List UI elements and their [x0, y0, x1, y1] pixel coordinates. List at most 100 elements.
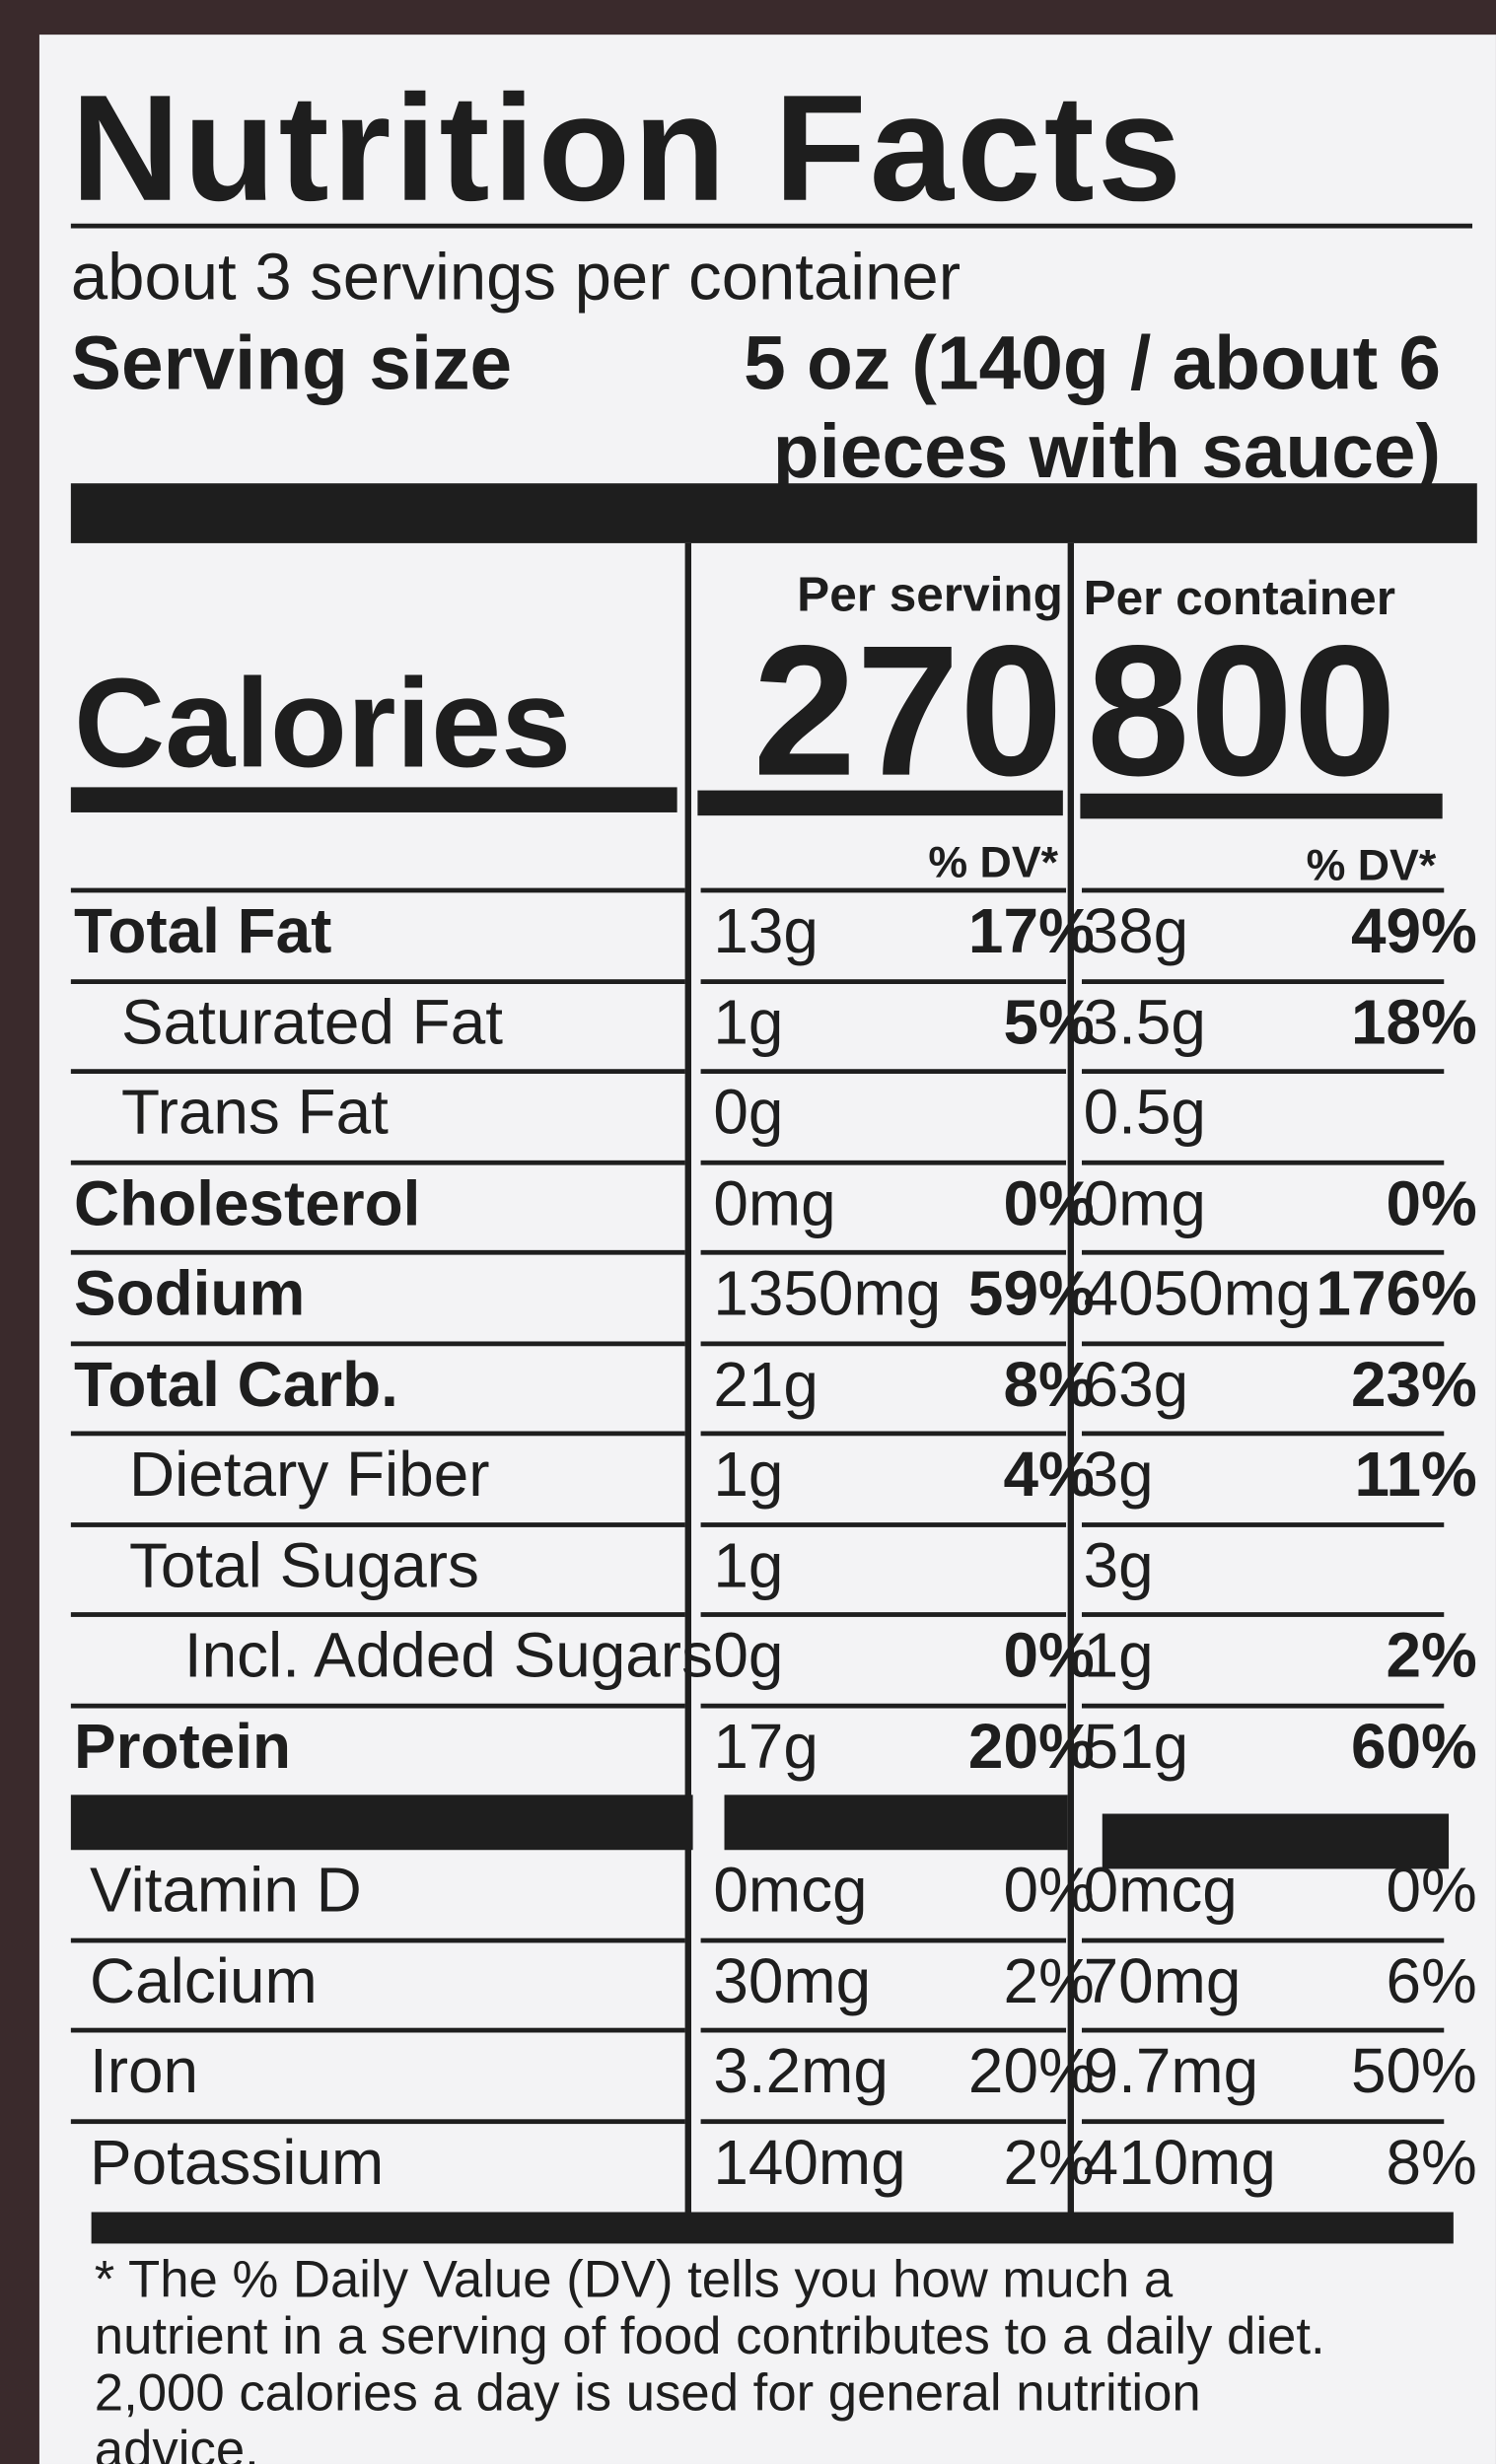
- daily-value: 49%: [1350, 897, 1477, 967]
- amount: 140mg: [713, 2128, 906, 2198]
- amount: 1g: [713, 987, 784, 1058]
- rule: [70, 1521, 685, 1527]
- nutrient-name: Total Carb.: [74, 1350, 398, 1420]
- daily-value: 0%: [1003, 1621, 1095, 1691]
- daily-value: 8%: [1003, 1350, 1095, 1420]
- nutrient-name: Calcium: [90, 1946, 318, 2016]
- rule: [70, 978, 685, 984]
- amount: 0.5g: [1083, 1078, 1206, 1149]
- column-divider: [684, 542, 691, 2218]
- nutrient-name: Protein: [74, 1712, 292, 1782]
- nutrient-name: Total Fat: [74, 897, 332, 967]
- daily-value: 5%: [1003, 987, 1095, 1058]
- amount: 3.2mg: [713, 2037, 889, 2107]
- rule: [700, 2027, 1067, 2033]
- rule: [700, 1069, 1067, 1075]
- amount: 70mg: [1083, 1946, 1242, 2016]
- daily-value: 50%: [1350, 2037, 1477, 2107]
- daily-value: 4%: [1003, 1441, 1095, 1511]
- rule: [70, 223, 1473, 229]
- rule: [700, 1936, 1067, 1942]
- column-divider: [1067, 542, 1075, 2218]
- thick-bar: [697, 790, 1063, 816]
- rule: [70, 1936, 685, 1942]
- daily-value: 8%: [1386, 2128, 1477, 2198]
- rule: [700, 1702, 1067, 1708]
- rule: [700, 1340, 1067, 1346]
- nutrient-name: Sodium: [74, 1259, 306, 1329]
- rule: [70, 1069, 685, 1075]
- rule: [700, 1612, 1067, 1617]
- rule: [1082, 1069, 1445, 1075]
- amount: 0mcg: [1083, 1856, 1238, 1926]
- nutrient-name: Total Sugars: [128, 1530, 479, 1601]
- daily-value: 11%: [1354, 1441, 1477, 1511]
- daily-value: 0%: [1386, 1168, 1477, 1238]
- rule: [1082, 1160, 1445, 1164]
- calories-value: 270: [752, 607, 1063, 816]
- rule: [1082, 1936, 1445, 1942]
- rule: [70, 1249, 685, 1255]
- daily-value: 20%: [967, 2037, 1095, 2107]
- thick-bar: [1102, 1813, 1450, 1869]
- rule: [1082, 978, 1445, 984]
- amount: 3.5g: [1083, 987, 1206, 1058]
- thick-bar: [70, 483, 1477, 543]
- rule: [1082, 1340, 1445, 1346]
- daily-value: 6%: [1386, 1946, 1477, 2016]
- amount: 410mg: [1083, 2128, 1276, 2198]
- serving-size-value: 5 oz (140g / about 6 pieces with sauce): [744, 322, 1442, 495]
- daily-value: 0%: [1003, 1168, 1095, 1238]
- footnote: * The % Daily Value (DV) tells you how m…: [94, 2249, 1325, 2464]
- dv-header: % DV*: [928, 837, 1059, 886]
- rule: [70, 887, 685, 893]
- nutrition-label: Nutrition Facts about 3 servings per con…: [38, 35, 1496, 2464]
- rule: [70, 2118, 685, 2124]
- daily-value: 176%: [1316, 1259, 1477, 1329]
- daily-value: 2%: [1386, 1621, 1477, 1691]
- daily-value: 59%: [967, 1259, 1095, 1329]
- nutrient-name: Potassium: [90, 2128, 385, 2198]
- rule: [70, 1160, 685, 1164]
- rule: [70, 2027, 685, 2033]
- rule: [1082, 1521, 1445, 1527]
- amount: 1350mg: [713, 1259, 942, 1329]
- rule: [1082, 1612, 1445, 1617]
- amount: 38g: [1083, 897, 1189, 967]
- nutrient-name: Iron: [90, 2037, 199, 2107]
- rule: [700, 1431, 1067, 1437]
- amount: 30mg: [713, 1946, 872, 2016]
- daily-value: 23%: [1350, 1350, 1477, 1420]
- daily-value: 2%: [1003, 1946, 1095, 2016]
- rule: [700, 1521, 1067, 1527]
- amount: 0g: [713, 1078, 784, 1149]
- rule: [700, 887, 1067, 893]
- amount: 1g: [713, 1530, 784, 1601]
- rule: [700, 2118, 1067, 2124]
- thick-bar: [70, 787, 677, 812]
- calories-label: Calories: [74, 653, 572, 794]
- amount: 0mg: [1083, 1168, 1206, 1238]
- title: Nutrition Facts: [70, 64, 1185, 234]
- thick-bar: [70, 1795, 693, 1851]
- thick-bar: [1080, 793, 1443, 819]
- amount: 1g: [713, 1441, 784, 1511]
- amount: 63g: [1083, 1350, 1189, 1420]
- amount: 3g: [1083, 1530, 1154, 1601]
- nutrient-name: Cholesterol: [74, 1168, 421, 1238]
- amount: 17g: [713, 1712, 819, 1782]
- rule: [700, 978, 1067, 984]
- nutrient-name: Vitamin D: [90, 1856, 362, 1926]
- nutrient-name: Saturated Fat: [120, 987, 503, 1058]
- daily-value: 0%: [1003, 1856, 1095, 1926]
- amount: 13g: [713, 897, 819, 967]
- rule: [70, 1431, 685, 1437]
- amount: 4050mg: [1083, 1259, 1312, 1329]
- amount: 0mcg: [713, 1856, 868, 1926]
- daily-value: 17%: [967, 897, 1095, 967]
- rule: [1082, 887, 1445, 893]
- dv-header: % DV*: [1306, 840, 1437, 890]
- rule: [1082, 1249, 1445, 1255]
- column-header: Per serving: [797, 566, 1063, 622]
